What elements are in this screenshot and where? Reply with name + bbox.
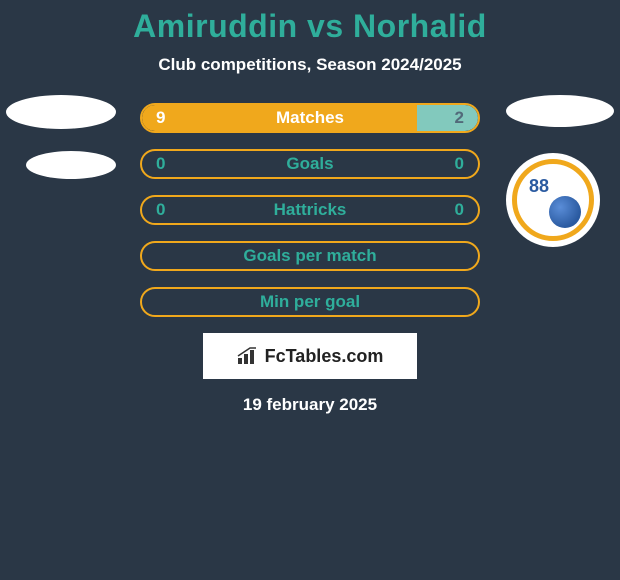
stat-value-left: 0 xyxy=(156,154,165,174)
stat-row: Min per goal xyxy=(140,287,480,317)
comparison-area: 88 9 Matches 2 0 Goals 0 0 Hattricks 0 Goals per … xyxy=(0,103,620,317)
stat-row: Goals per match xyxy=(140,241,480,271)
stat-label: Matches xyxy=(276,108,344,128)
player-left-avatar xyxy=(6,95,116,129)
stat-label: Min per goal xyxy=(260,292,360,312)
stat-row: 0 Hattricks 0 xyxy=(140,195,480,225)
stat-row: 9 Matches 2 xyxy=(140,103,480,133)
stat-value-right: 0 xyxy=(455,154,464,174)
player-left-avatar-secondary xyxy=(26,151,116,179)
stat-rows: 9 Matches 2 0 Goals 0 0 Hattricks 0 Goals per mat… xyxy=(140,103,480,317)
stat-label: Hattricks xyxy=(274,200,347,220)
stat-label: Goals per match xyxy=(243,246,376,266)
stat-value-right: 2 xyxy=(455,108,464,128)
watermark-text: FcTables.com xyxy=(265,346,384,367)
soccer-ball-icon xyxy=(549,196,581,228)
stat-value-right: 0 xyxy=(455,200,464,220)
club-logo-inner: 88 xyxy=(512,159,594,241)
bar-chart-icon xyxy=(237,347,259,365)
stat-value-left: 0 xyxy=(156,200,165,220)
page-title: Amiruddin vs Norhalid xyxy=(0,0,620,45)
date-label: 19 february 2025 xyxy=(0,395,620,415)
club-logo: 88 xyxy=(506,153,600,247)
watermark: FcTables.com xyxy=(203,333,417,379)
player-right-avatar xyxy=(506,95,614,127)
subtitle: Club competitions, Season 2024/2025 xyxy=(0,55,620,75)
stat-row: 0 Goals 0 xyxy=(140,149,480,179)
club-number: 88 xyxy=(529,176,549,197)
bar-right-fill xyxy=(417,105,478,131)
stat-value-left: 9 xyxy=(156,108,165,128)
stat-label: Goals xyxy=(286,154,333,174)
